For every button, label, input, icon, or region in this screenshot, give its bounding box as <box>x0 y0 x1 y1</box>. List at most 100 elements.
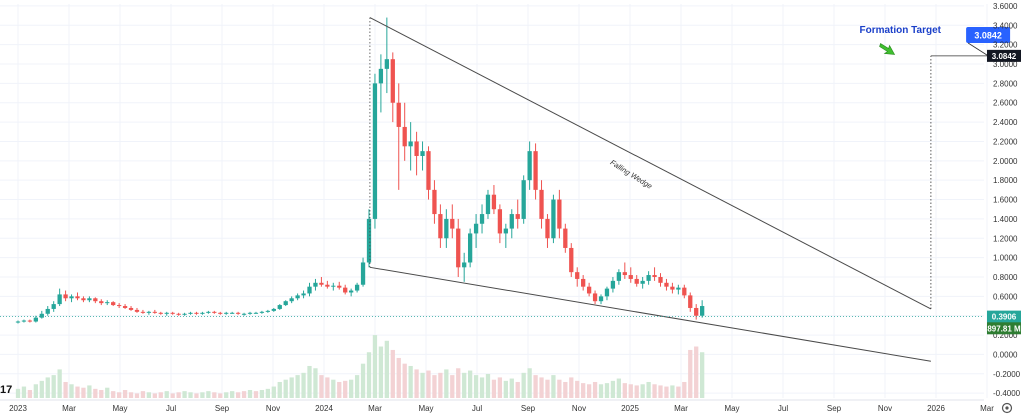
candle <box>116 303 122 308</box>
candle-body <box>378 68 384 84</box>
candle-body <box>140 311 146 313</box>
upper-trendline[interactable] <box>369 17 932 310</box>
candle <box>592 290 598 305</box>
candle <box>622 262 627 279</box>
x-tick-label: Nov <box>572 404 586 413</box>
candle-body <box>283 301 288 306</box>
volume-bar <box>402 363 407 398</box>
volume-bar <box>247 389 253 398</box>
candle-body <box>63 294 68 299</box>
volume-bar <box>200 392 205 398</box>
arrow-icon <box>879 43 896 55</box>
candle <box>628 267 633 283</box>
volume-bar <box>604 383 610 398</box>
x-tick-label: Mar <box>62 404 76 413</box>
candle-body <box>235 312 241 314</box>
target-price-badge[interactable]: 3.0842 <box>966 26 1011 57</box>
candle <box>87 296 92 303</box>
volume-bar <box>99 389 104 398</box>
candle <box>15 320 21 324</box>
current-price-axis-label-text: 0.3906 <box>992 313 1017 322</box>
volume-bar <box>152 393 157 398</box>
candle-body <box>414 141 419 156</box>
candle-body <box>670 286 675 290</box>
candle-body <box>467 233 473 263</box>
candle <box>503 223 508 248</box>
volume-bar <box>640 384 645 398</box>
candle <box>598 294 604 305</box>
y-tick-label: 3.2000 <box>993 41 1018 50</box>
target-badge-bg <box>966 26 1011 43</box>
candle-body <box>456 228 461 268</box>
volume-bar <box>331 379 336 398</box>
candle <box>676 284 681 295</box>
candle-body <box>598 296 604 302</box>
candle-body <box>188 312 193 314</box>
candle-body <box>462 262 467 268</box>
candle <box>313 278 318 291</box>
candle-body <box>694 307 699 316</box>
candle-body <box>15 321 21 323</box>
candle <box>616 269 622 285</box>
candle-body <box>700 306 705 316</box>
volume-bar <box>563 381 568 398</box>
candle <box>140 309 146 314</box>
candle-body <box>527 151 532 181</box>
candle-body <box>444 218 449 239</box>
candle-body <box>45 308 50 314</box>
candle <box>319 276 324 287</box>
candle-body <box>575 272 580 279</box>
lower-trendline[interactable] <box>369 266 931 362</box>
candle-body <box>569 247 574 273</box>
volume-bar <box>176 392 181 398</box>
volume-bar <box>479 377 485 398</box>
volume-bar <box>539 377 544 398</box>
volume-bar <box>456 368 461 398</box>
x-tick-label: Mar <box>368 404 382 413</box>
candle-body <box>479 214 485 224</box>
candle <box>354 282 360 293</box>
volume-bar <box>491 379 497 398</box>
x-tick-label: May <box>418 404 433 413</box>
candle-body <box>497 209 503 234</box>
candle-body <box>432 189 437 215</box>
x-axis[interactable]: 2023 Mar May Jul Sep Nov 2024 Mar May Jul Sep Nov 20… <box>0 399 994 413</box>
candle <box>384 17 389 94</box>
candle <box>331 282 336 291</box>
candle <box>563 223 568 253</box>
candle-body <box>33 317 38 322</box>
candle <box>396 83 401 190</box>
y-axis[interactable]: 3.6000 3.4000 3.2000 3.0000 2.8000 2.6000 2.40… <box>987 2 1021 398</box>
candle <box>289 296 294 304</box>
y-tick-label: 2.4000 <box>993 118 1018 127</box>
volume-bar <box>224 392 229 398</box>
candle <box>640 276 645 289</box>
candle <box>93 297 98 304</box>
candle-body <box>39 313 44 318</box>
candle <box>33 315 38 323</box>
candle-body <box>21 320 27 322</box>
y-tick-label: 2.6000 <box>993 99 1018 108</box>
candle <box>146 310 152 315</box>
candle-body <box>319 282 324 285</box>
settings-gear-icon[interactable] <box>1001 402 1013 414</box>
candle <box>241 312 247 316</box>
candle <box>402 102 407 161</box>
candle-body <box>212 311 217 313</box>
candle <box>39 310 44 319</box>
candle-body <box>295 295 300 299</box>
x-tick-label: Jul <box>778 404 788 413</box>
candle-body <box>301 293 306 296</box>
candle <box>509 209 514 239</box>
candle <box>27 319 33 323</box>
volume-bar <box>485 373 491 398</box>
x-tick-label: May <box>724 404 739 413</box>
volume-bar <box>349 379 354 398</box>
candle-body <box>372 83 378 219</box>
volume-bar <box>158 392 163 398</box>
volume-bar <box>682 381 687 398</box>
candle <box>604 286 610 301</box>
y-tick-label: 0.8000 <box>993 273 1018 282</box>
candle <box>170 311 175 315</box>
